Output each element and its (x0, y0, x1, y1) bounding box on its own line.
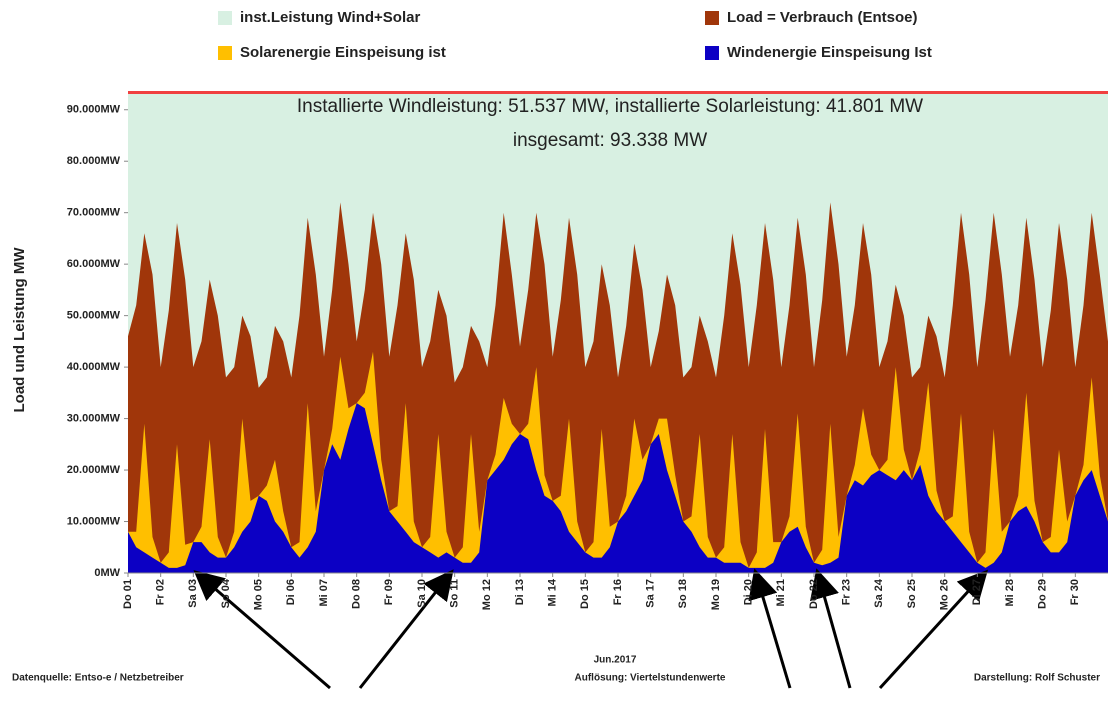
x-tick-label: Di 20 (743, 579, 755, 605)
x-tick-label: So 25 (906, 579, 918, 608)
footer-source: Datenquelle: Entso-e / Netzbetreiber (12, 673, 184, 684)
x-tick-label: Sa 24 (873, 578, 885, 608)
y-tick-label: 40.000MW (67, 361, 121, 373)
legend-swatch (218, 46, 232, 60)
x-tick-label: Fr 02 (155, 579, 167, 605)
x-tick-label: Di 27 (971, 579, 983, 605)
x-tick-label: Sa 10 (416, 579, 428, 608)
legend-label: inst.Leistung Wind+Solar (240, 9, 420, 26)
legend-label: Windenergie Einspeisung Ist (727, 44, 932, 61)
arrow (878, 569, 989, 690)
legend-label: Solarenergie Einspeisung ist (240, 44, 446, 61)
x-tick-label: Di 06 (285, 579, 297, 605)
legend-swatch (705, 46, 719, 60)
x-tick-label: So 18 (677, 579, 689, 608)
legend-label: Load = Verbrauch (Entsoe) (727, 9, 917, 26)
y-tick-label: 60.000MW (67, 258, 121, 270)
y-tick-label: 50.000MW (67, 310, 121, 322)
legend-swatch (705, 11, 719, 25)
x-tick-label: Fr 09 (383, 579, 395, 605)
x-tick-label: Mi 28 (1004, 579, 1016, 607)
x-tick-label: Mo 12 (481, 579, 493, 610)
x-tick-label: Mo 26 (939, 579, 951, 610)
x-tick-label: Sa 03 (187, 579, 199, 608)
y-axis-label: Load und Leistung MW (11, 247, 28, 413)
arrow (358, 569, 454, 689)
x-tick-label: Mi 07 (318, 579, 330, 607)
legend-swatch (218, 11, 232, 25)
x-tick-label: Mo 19 (710, 579, 722, 610)
x-tick-label: Do 08 (351, 579, 363, 609)
x-tick-label: Mi 21 (775, 579, 787, 607)
plot-area (128, 91, 1108, 573)
x-tick-label: Do 29 (1037, 579, 1049, 609)
y-tick-label: 30.000MW (67, 412, 121, 424)
footer-author: Darstellung: Rolf Schuster (974, 673, 1100, 684)
x-tick-label: Do 15 (579, 579, 591, 609)
x-tick-label: Di 13 (514, 579, 526, 605)
x-tick-label: Do 22 (808, 579, 820, 609)
y-tick-label: 10.000MW (67, 515, 121, 527)
arrows (193, 568, 989, 690)
y-tick-label: 70.000MW (67, 207, 121, 219)
x-axis-label: Jun.2017 (594, 655, 637, 666)
y-tick-label: 90.000MW (67, 104, 121, 116)
x-tick-label: Fr 30 (1069, 579, 1081, 605)
footer-resolution: Auflösung: Viertelstundenwerte (575, 673, 726, 684)
arrow (193, 570, 331, 690)
x-tick-label: Sa 17 (645, 579, 657, 608)
y-tick-label: 80.000MW (67, 155, 121, 167)
x-tick-label: So 11 (449, 579, 461, 608)
x-tick-label: Fr 16 (612, 579, 624, 605)
arrow (748, 568, 792, 689)
x-tick-label: Mi 14 (547, 578, 559, 606)
x-tick-label: So 04 (220, 578, 232, 608)
y-tick-label: 0MW (94, 567, 120, 579)
annotation: insgesamt: 93.338 MW (513, 130, 707, 151)
x-tick-label: Mo 05 (253, 579, 265, 610)
area-series (128, 403, 1108, 573)
y-tick-label: 20.000MW (67, 464, 121, 476)
x-tick-label: Do 01 (122, 579, 134, 609)
x-tick-label: Fr 23 (841, 579, 853, 605)
arrow (810, 568, 852, 689)
annotation: Installierte Windleistung: 51.537 MW, in… (297, 96, 923, 117)
